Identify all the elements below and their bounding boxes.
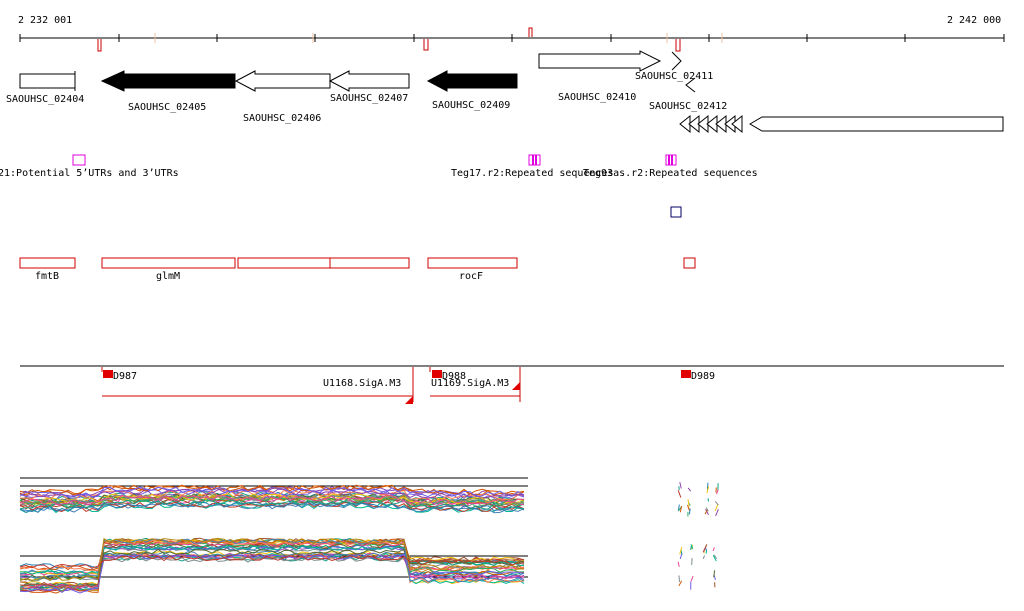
gene-label: SAOUHSC_02407 bbox=[330, 93, 408, 104]
expression-profile-line bbox=[19, 537, 525, 582]
expression-probe-mark bbox=[705, 507, 709, 512]
expression-profile-line bbox=[19, 493, 525, 505]
expression-probe-mark bbox=[706, 482, 709, 490]
expression-probe-mark bbox=[677, 561, 680, 567]
expression-probe-mark bbox=[715, 509, 719, 517]
promoter-label: U1169.SigA.M3 bbox=[431, 378, 509, 389]
repeat-feature[interactable]: 21:Potential 5’UTRs and 3’UTRs bbox=[0, 154, 179, 179]
expression-profile-line bbox=[19, 499, 525, 510]
expression-profile-line bbox=[19, 556, 525, 590]
expression-profile-line bbox=[19, 488, 525, 500]
expression-profile-line bbox=[19, 486, 525, 498]
expression-track-2 bbox=[19, 537, 718, 594]
expression-probe-mark bbox=[713, 554, 718, 560]
expression-probe-mark bbox=[679, 506, 683, 513]
operon-label: rocF bbox=[459, 271, 483, 282]
expression-probe-mark bbox=[713, 570, 716, 578]
expression-probe-mark bbox=[705, 508, 709, 515]
operon-label: fmtB bbox=[35, 271, 59, 282]
operon-rocF[interactable]: rocF bbox=[427, 257, 518, 282]
expression-probe-mark bbox=[690, 546, 692, 551]
gene-SAOUHSC_02404[interactable]: SAOUHSC_02404 bbox=[6, 71, 84, 105]
expression-probe-mark bbox=[679, 481, 682, 489]
coordinate-ruler: 2 232 001 2 242 000 bbox=[18, 15, 1005, 52]
promoter-track: D987 U1168.SigA.M3 D988 U1169.SigA.M3 D9… bbox=[20, 365, 1004, 404]
gene-SAOUHSC_02412[interactable]: SAOUHSC_02412 bbox=[649, 101, 1004, 134]
expression-track-1 bbox=[19, 477, 719, 517]
small-feature-box[interactable] bbox=[670, 206, 682, 218]
gene-label: SAOUHSC_02404 bbox=[6, 94, 84, 105]
ruler-mark bbox=[97, 39, 102, 52]
repeat-feature[interactable]: Teg93as.r2:Repeated sequences bbox=[583, 154, 758, 179]
gene-label: SAOUHSC_02412 bbox=[649, 101, 727, 112]
operon-label: glmM bbox=[156, 271, 180, 282]
promoter-D987[interactable]: D987 bbox=[103, 370, 137, 382]
expression-probe-mark bbox=[707, 498, 710, 502]
expression-profile-line bbox=[19, 494, 525, 506]
promoter-label: D988 bbox=[442, 371, 466, 382]
gene-SAOUHSC_02405[interactable]: SAOUHSC_02405 bbox=[100, 70, 236, 113]
expression-probe-mark bbox=[687, 487, 692, 492]
gene-SAOUHSC_02409[interactable]: SAOUHSC_02409 bbox=[426, 70, 518, 111]
ruler-mark bbox=[675, 39, 681, 52]
promoter-label: U1168.SigA.M3 bbox=[323, 378, 401, 389]
gene-label: SAOUHSC_02406 bbox=[243, 113, 321, 124]
operon-track: fmtB glmM rocF bbox=[19, 257, 696, 282]
expression-profile-line bbox=[19, 554, 525, 594]
expression-probe-mark bbox=[679, 546, 683, 555]
repeat-label: Teg17.r2:Repeated sequences bbox=[451, 168, 614, 179]
expression-probe-mark bbox=[677, 504, 680, 511]
expression-probe-mark bbox=[678, 580, 683, 587]
repeat-label: 21:Potential 5’UTRs and 3’UTRs bbox=[0, 168, 179, 179]
expression-probe-mark bbox=[690, 544, 694, 549]
transcript-U1169[interactable]: U1169.SigA.M3 bbox=[429, 367, 521, 402]
gene-label: SAOUHSC_02405 bbox=[128, 102, 206, 113]
operon-glmM[interactable]: glmM bbox=[101, 257, 410, 282]
expression-profile-line bbox=[19, 555, 525, 570]
expression-probe-mark bbox=[687, 504, 690, 511]
expression-probe-mark bbox=[690, 575, 694, 582]
expression-probe-mark bbox=[679, 553, 683, 560]
gene-SAOUHSC_02407[interactable]: SAOUHSC_02407 bbox=[328, 70, 410, 104]
expression-probe-mark bbox=[712, 547, 715, 552]
operon-fmtB[interactable]: fmtB bbox=[19, 257, 76, 282]
gene-SAOUHSC_02410[interactable]: SAOUHSC_02410 bbox=[538, 50, 662, 103]
transcript-U1168[interactable]: U1168.SigA.M3 bbox=[101, 367, 414, 404]
gene-fragment-arrow[interactable] bbox=[685, 77, 696, 93]
repeat-track: 21:Potential 5’UTRs and 3’UTRs Teg17.r2:… bbox=[0, 154, 758, 218]
expression-profile-line bbox=[19, 486, 525, 498]
ruler-mark bbox=[423, 39, 429, 51]
gene-label: SAOUHSC_02410 bbox=[558, 92, 636, 103]
repeat-feature[interactable]: Teg17.r2:Repeated sequences bbox=[451, 154, 614, 179]
expression-probe-mark bbox=[702, 555, 706, 559]
expression-probe-mark bbox=[687, 499, 690, 507]
gene-SAOUHSC_02411[interactable]: SAOUHSC_02411 bbox=[635, 51, 713, 82]
ruler-start-label: 2 232 001 bbox=[18, 15, 72, 26]
expression-probe-mark bbox=[712, 554, 717, 562]
ruler-mark bbox=[528, 27, 533, 37]
expression-probe-mark bbox=[714, 504, 719, 512]
expression-profile-line bbox=[19, 544, 525, 577]
ruler-end-label: 2 242 000 bbox=[947, 15, 1001, 26]
expression-probe-mark bbox=[677, 490, 682, 498]
expression-probe-mark bbox=[688, 508, 691, 515]
expression-probe-mark bbox=[714, 501, 719, 506]
expression-profile-line bbox=[19, 501, 525, 513]
promoter-label: D987 bbox=[113, 371, 137, 382]
repeat-label: Teg93as.r2:Repeated sequences bbox=[583, 168, 758, 179]
gene-label: SAOUHSC_02411 bbox=[635, 71, 713, 82]
expression-probe-mark bbox=[703, 544, 708, 553]
operon-small[interactable] bbox=[683, 257, 696, 269]
expression-probe-mark bbox=[706, 486, 710, 494]
promoter-D989[interactable]: D989 bbox=[681, 370, 715, 382]
expression-profile-line bbox=[19, 548, 525, 581]
gene-track: SAOUHSC_02404 SAOUHSC_02405 SAOUHSC_0240… bbox=[6, 50, 1004, 134]
gene-SAOUHSC_02406[interactable]: SAOUHSC_02406 bbox=[234, 70, 331, 124]
promoter-D988[interactable]: D988 bbox=[432, 370, 466, 382]
gene-label: SAOUHSC_02409 bbox=[432, 100, 510, 111]
promoter-label: D989 bbox=[691, 371, 715, 382]
expression-probe-mark bbox=[716, 489, 719, 495]
ruler-ticks bbox=[19, 34, 1005, 42]
